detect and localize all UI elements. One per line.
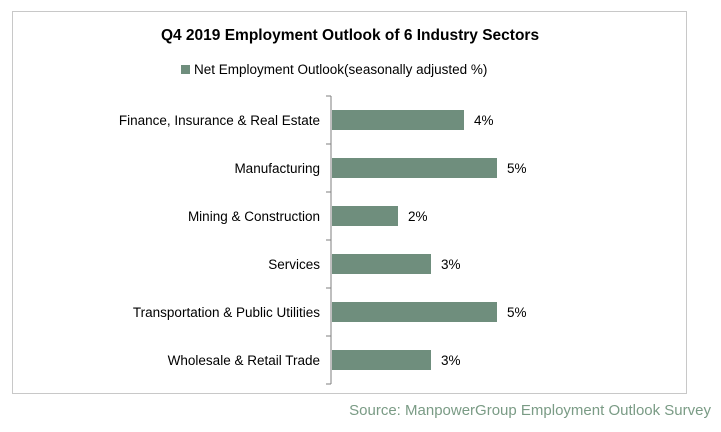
chart-svg: Q4 2019 Employment Outlook of 6 Industry… [119,27,539,385]
bar [332,254,431,274]
data-label: 2% [408,209,428,224]
category-label: Manufacturing [234,161,320,176]
source-note: Source: ManpowerGroup Employment Outlook… [349,402,711,419]
legend-swatch [181,65,190,74]
data-label: 4% [474,113,494,128]
data-label: 3% [441,353,461,368]
data-label: 5% [507,305,527,320]
legend-label: Net Employment Outlook(seasonally adjust… [194,62,487,77]
bar [332,110,464,130]
bar [332,206,398,226]
category-label: Wholesale & Retail Trade [168,353,320,368]
bar [332,350,431,370]
chart-frame: Q4 2019 Employment Outlook of 6 Industry… [12,11,687,394]
category-label: Transportation & Public Utilities [133,305,320,320]
legend: Net Employment Outlook(seasonally adjust… [181,62,487,77]
plot-area: Finance, Insurance & Real Estate 4% Manufa… [119,95,527,385]
data-label: 5% [507,161,527,176]
category-label: Mining & Construction [188,209,320,224]
bar [332,302,497,322]
category-label: Services [268,257,320,272]
data-label: 3% [441,257,461,272]
category-label: Finance, Insurance & Real Estate [119,113,320,128]
bar [332,158,497,178]
chart-title: Q4 2019 Employment Outlook of 6 Industry… [161,27,539,44]
